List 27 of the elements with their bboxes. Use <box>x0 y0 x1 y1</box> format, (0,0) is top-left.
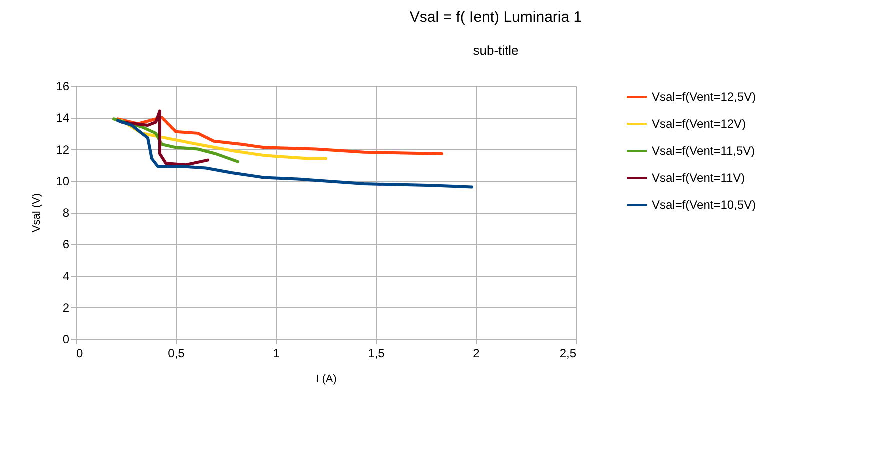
legend-label: Vsal=f(Vent=10,5V) <box>652 198 756 212</box>
y-tick-label: 2 <box>62 300 70 315</box>
legend-label: Vsal=f(Vent=12,5V) <box>652 90 756 104</box>
line-series <box>116 119 474 189</box>
y-axis-title: Vsal (V) <box>31 193 44 233</box>
legend-label: Vsal=f(Vent=11V) <box>652 171 746 185</box>
x-axis-title: I (A) <box>316 374 337 386</box>
x-tick-label: 2 <box>473 346 480 360</box>
y-tick-label: 8 <box>62 206 70 220</box>
y-tick-label: 6 <box>62 238 70 252</box>
y-tick-label: 12 <box>56 142 70 157</box>
y-tick-label: 16 <box>56 80 70 94</box>
legend-label: Vsal=f(Vent=12V) <box>652 117 746 131</box>
chart-title: Vsal = f( Ient) Luminaria 1 <box>410 9 582 26</box>
y-tick-label: 4 <box>62 269 70 284</box>
x-tick-label: 1,5 <box>368 346 386 360</box>
x-tick-label: 0 <box>76 346 84 360</box>
y-tick-label: 0 <box>62 332 70 346</box>
x-tick-label: 1 <box>273 346 280 360</box>
x-tick-label: 2,5 <box>560 346 577 360</box>
legend-label: Vsal=f(Vent=11,5V) <box>652 144 756 158</box>
x-tick-label: 0,5 <box>168 346 186 360</box>
y-tick-label: 14 <box>56 111 70 126</box>
line-series <box>116 116 444 156</box>
line-series <box>120 110 210 167</box>
y-tick-label: 10 <box>56 174 70 188</box>
chart-subtitle: sub-title <box>473 43 519 58</box>
